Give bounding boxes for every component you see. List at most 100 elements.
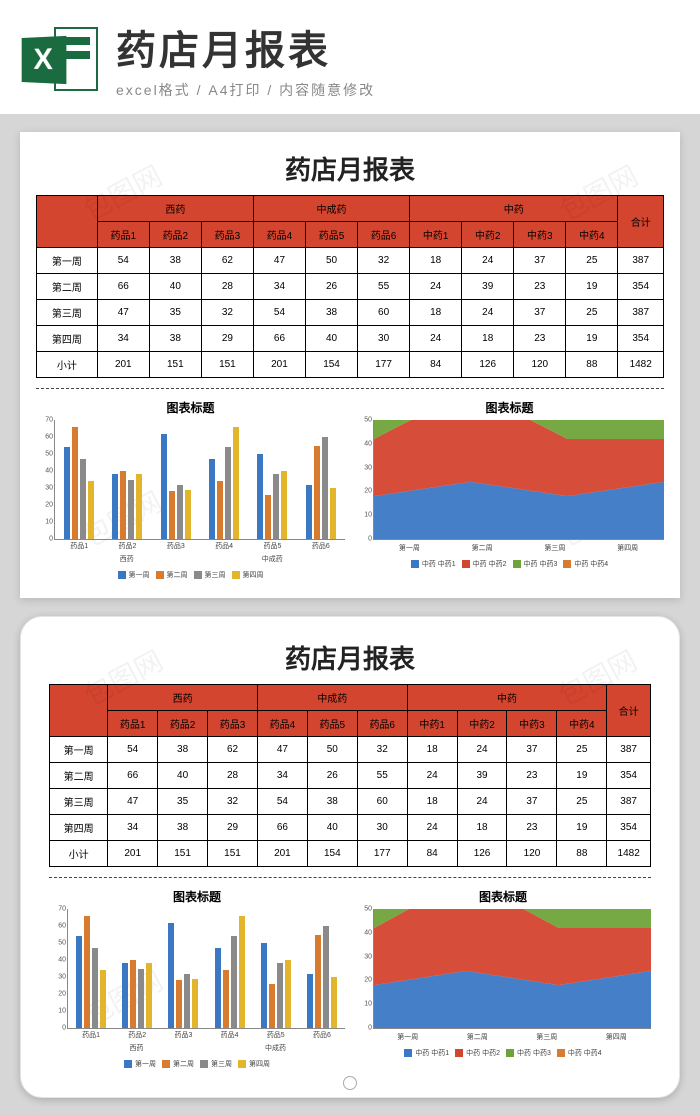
data-cell: 25 [566, 248, 618, 274]
x-label: 第四周 [582, 1032, 652, 1042]
data-cell: 24 [410, 326, 462, 352]
data-cell: 19 [566, 326, 618, 352]
group-header: 中药 [410, 196, 618, 222]
data-cell: 29 [208, 815, 258, 841]
bar [331, 977, 337, 1028]
y-tick: 60 [37, 434, 53, 441]
x-label: 第一周 [373, 1032, 443, 1042]
data-cell: 32 [357, 737, 407, 763]
sub-header: 药品6 [357, 711, 407, 737]
y-tick: 50 [356, 417, 372, 424]
sub-header: 药品6 [358, 222, 410, 248]
row-label: 小计 [50, 841, 108, 867]
bar [184, 974, 190, 1028]
data-cell: 30 [358, 326, 410, 352]
row-label: 第三周 [50, 789, 108, 815]
legend-item: 第二周 [162, 1059, 194, 1069]
data-cell: 24 [407, 815, 457, 841]
bar [231, 936, 237, 1028]
charts-row: 图表标题 010203040506070药品1药品2药品3药品4药品5药品6 西… [36, 397, 664, 580]
legend-swatch [455, 1049, 463, 1057]
data-cell: 54 [257, 789, 307, 815]
bar [239, 916, 245, 1028]
legend-label: 第一周 [135, 1059, 156, 1069]
legend-item: 第三周 [200, 1059, 232, 1069]
data-cell: 26 [307, 763, 357, 789]
bar [225, 447, 231, 539]
data-cell: 154 [307, 841, 357, 867]
data-cell: 47 [97, 300, 149, 326]
data-cell: 54 [97, 248, 149, 274]
legend-label: 第三周 [211, 1059, 232, 1069]
area-chart-title: 图表标题 [355, 399, 664, 416]
data-cell: 32 [358, 248, 410, 274]
group-header: 中药 [407, 685, 607, 711]
group-header: 中成药 [257, 685, 407, 711]
bar [306, 485, 312, 539]
bar [84, 916, 90, 1028]
bar [185, 490, 191, 539]
data-cell: 24 [457, 789, 507, 815]
legend-swatch [506, 1049, 514, 1057]
bar-group: 药品5 [248, 420, 296, 539]
corner-cell [37, 196, 98, 248]
area-svg [374, 420, 664, 539]
row-label: 第二周 [37, 274, 98, 300]
data-cell: 62 [201, 248, 253, 274]
area-chart-legend: 中药 中药1中药 中药2中药 中药3中药 中药4 [355, 1048, 651, 1058]
y-tick: 50 [356, 906, 372, 913]
sub-header: 中药2 [457, 711, 507, 737]
y-tick: 40 [356, 440, 372, 447]
bar [80, 459, 86, 539]
total-cell: 387 [607, 789, 651, 815]
data-cell: 177 [358, 352, 410, 378]
data-cell: 40 [149, 274, 201, 300]
x-label: 药品2 [103, 539, 151, 551]
data-cell: 19 [566, 274, 618, 300]
data-cell: 24 [410, 274, 462, 300]
data-cell: 151 [158, 841, 208, 867]
bar [177, 485, 183, 539]
x-label: 第二周 [446, 543, 519, 553]
data-cell: 50 [306, 248, 358, 274]
data-cell: 40 [307, 815, 357, 841]
legend-item: 中药 中药4 [563, 559, 608, 569]
data-cell: 24 [462, 248, 514, 274]
x-label: 药品4 [207, 1028, 253, 1040]
data-cell: 23 [507, 763, 557, 789]
y-tick: 60 [50, 923, 66, 930]
area-chart-title: 图表标题 [355, 888, 651, 905]
report-card-tablet: 包图网 包图网 包图网 包图网 药店月报表 西药中成药中药合计药品1药品2药品3… [20, 616, 680, 1098]
bar-chart-legend: 第一周第二周第三周第四周 [49, 1059, 345, 1069]
legend-swatch [200, 1060, 208, 1068]
data-cell: 38 [158, 737, 208, 763]
bar [265, 495, 271, 539]
tablet-home-button[interactable] [343, 1076, 357, 1090]
data-cell: 38 [149, 326, 201, 352]
bar-group: 药品4 [200, 420, 248, 539]
legend-item: 中药 中药3 [506, 1048, 551, 1058]
x-label: 第二周 [443, 1032, 513, 1042]
super-x-label: 西药 [67, 1043, 206, 1053]
bar-chart-body: 010203040506070药品1药品2药品3药品4药品5药品6 [67, 909, 345, 1029]
legend-item: 中药 中药2 [462, 559, 507, 569]
data-cell: 37 [514, 248, 566, 274]
total-header: 合计 [618, 196, 664, 248]
y-tick: 10 [356, 512, 372, 519]
legend-swatch [462, 560, 470, 568]
x-label: 药品5 [248, 539, 296, 551]
area-chart-x: 第一周第二周第三周第四周 [373, 543, 664, 553]
data-cell: 38 [158, 815, 208, 841]
legend-label: 第二周 [167, 570, 188, 580]
x-label: 药品4 [200, 539, 248, 551]
legend-item: 中药 中药1 [411, 559, 456, 569]
bar-group: 药品4 [207, 909, 253, 1028]
total-header: 合计 [607, 685, 651, 737]
data-cell: 88 [557, 841, 607, 867]
data-cell: 38 [306, 300, 358, 326]
y-tick: 70 [50, 906, 66, 913]
data-cell: 54 [253, 300, 305, 326]
data-cell: 88 [566, 352, 618, 378]
bar [315, 935, 321, 1029]
table-body: 第一周54386247503218243725387第二周66402834265… [37, 248, 664, 378]
